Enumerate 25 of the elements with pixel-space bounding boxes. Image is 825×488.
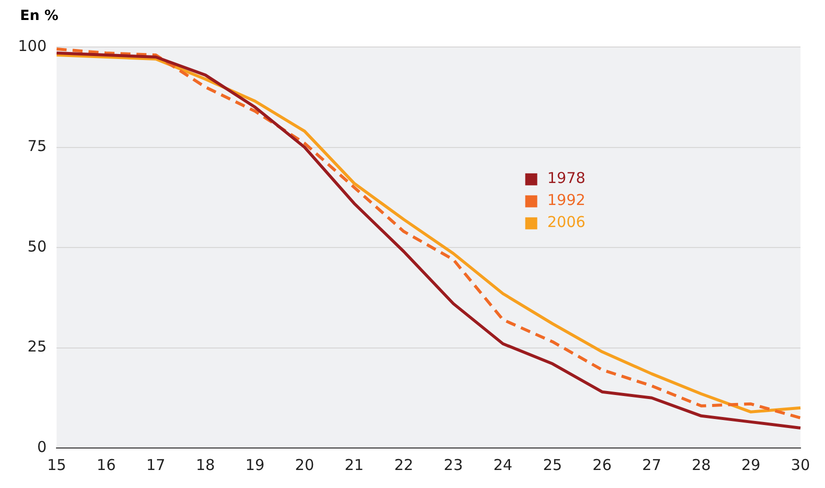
x-tick-label: 22 [394, 456, 414, 474]
x-tick-label: 21 [344, 456, 364, 474]
x-tick-label: 26 [592, 456, 612, 474]
y-tick-label: 75 [28, 137, 47, 156]
x-tick-label: 16 [96, 456, 116, 474]
y-tick-label: 0 [37, 438, 47, 456]
x-tick-label: 19 [245, 456, 265, 474]
y-tick-label: 50 [28, 237, 47, 256]
x-tick-label: 28 [692, 456, 711, 474]
x-tick-label: 20 [295, 456, 314, 474]
x-tick-label: 23 [444, 456, 463, 474]
y-axis-title: En % [20, 8, 60, 26]
x-tick-label: 18 [196, 456, 215, 474]
x-tick-label: 25 [542, 456, 562, 474]
x-tick-label: 24 [493, 456, 512, 474]
legend-label: 2006 [547, 213, 586, 232]
x-tick-label: 15 [47, 456, 66, 474]
x-tick-label: 27 [642, 456, 662, 474]
y-tick-label: 25 [28, 338, 47, 356]
x-tick-label: 29 [741, 456, 760, 474]
x-tick-label: 17 [146, 456, 166, 474]
y-tick-label: 100 [18, 36, 47, 55]
legend-label: 1978 [547, 169, 586, 188]
x-tick-label: 30 [790, 456, 810, 474]
legend-label: 1992 [547, 191, 586, 210]
